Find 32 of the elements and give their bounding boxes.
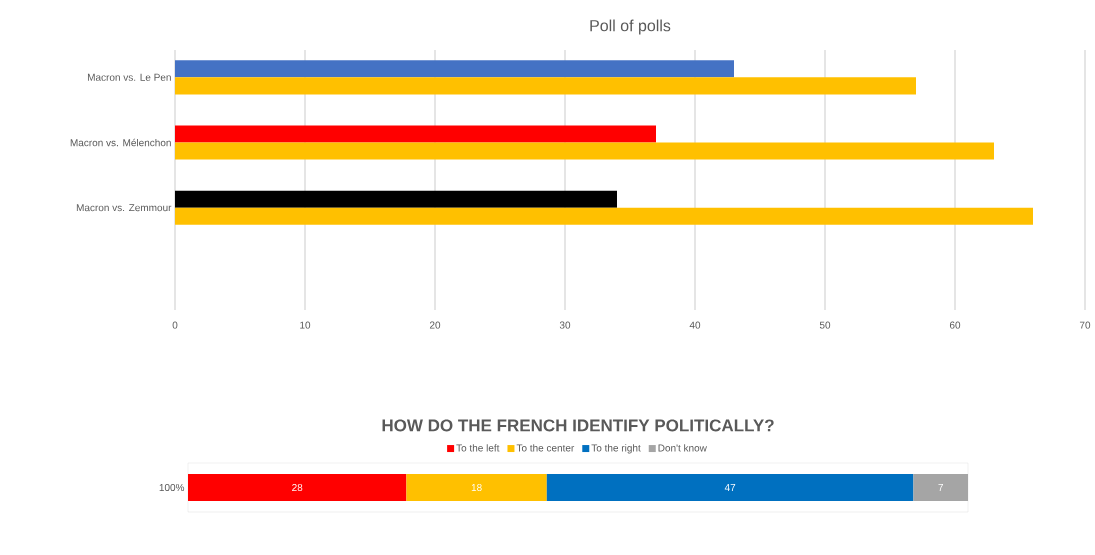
x-tick-label: 10 xyxy=(300,321,311,329)
bar xyxy=(175,60,734,78)
x-tick-label: 30 xyxy=(559,321,571,329)
data-label: 18 xyxy=(471,483,482,492)
bar xyxy=(406,473,547,502)
x-tick-label: 60 xyxy=(949,321,961,329)
x-tick-label: 50 xyxy=(819,321,831,329)
legend-label: To the right xyxy=(591,444,641,454)
bar xyxy=(175,125,656,143)
chart-title: HOW DO THE FRENCH IDENTIFY POLITICALLY? xyxy=(382,419,774,432)
bar xyxy=(175,190,617,208)
y-tick-label: Macron vs. Le Pen xyxy=(87,73,171,81)
bar xyxy=(175,77,916,95)
x-tick-label: 0 xyxy=(172,321,178,329)
data-label: 7 xyxy=(938,484,943,491)
legend-label: Don't know xyxy=(658,444,707,452)
y-tick-label: Macron vs. Mélenchon xyxy=(70,138,171,147)
bar xyxy=(175,142,994,160)
data-label: 47 xyxy=(724,484,736,491)
x-tick-label: 40 xyxy=(689,321,701,329)
bar xyxy=(175,207,1033,225)
data-label: 28 xyxy=(292,483,303,492)
x-tick-label: 20 xyxy=(429,321,441,329)
legend-label: To the left xyxy=(456,444,500,452)
x-tick-label: 70 xyxy=(1079,321,1091,329)
y-tick-label: Macron vs. Zemmour xyxy=(76,204,172,212)
chart-title: Poll of polls xyxy=(590,19,671,35)
legend-label: To the center xyxy=(516,444,575,452)
bar xyxy=(913,473,969,502)
bar xyxy=(188,473,407,502)
bar xyxy=(546,473,914,502)
y-tick-label: 100% xyxy=(159,483,185,492)
